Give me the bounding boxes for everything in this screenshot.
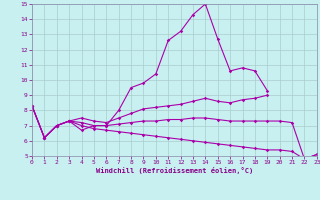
X-axis label: Windchill (Refroidissement éolien,°C): Windchill (Refroidissement éolien,°C) xyxy=(96,167,253,174)
